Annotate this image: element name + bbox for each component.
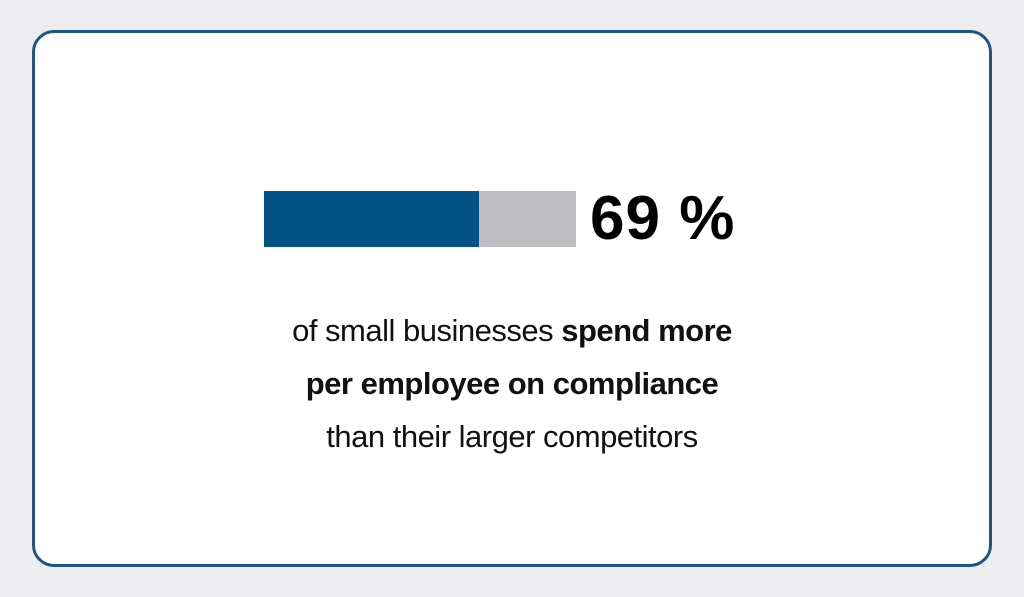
statement-bold-1: spend more bbox=[561, 313, 732, 348]
statement-bold-2: per employee on compliance bbox=[305, 366, 719, 401]
statement-text: of small businesses spend more per emplo… bbox=[0, 304, 1024, 463]
statement-part-1: of small businesses bbox=[292, 313, 562, 348]
infographic-card bbox=[32, 30, 992, 567]
progress-bar bbox=[264, 191, 576, 247]
percent-label: 69 % bbox=[590, 184, 736, 253]
statement-part-4: than their larger competitors bbox=[326, 419, 698, 454]
progress-bar-fill bbox=[264, 191, 480, 247]
